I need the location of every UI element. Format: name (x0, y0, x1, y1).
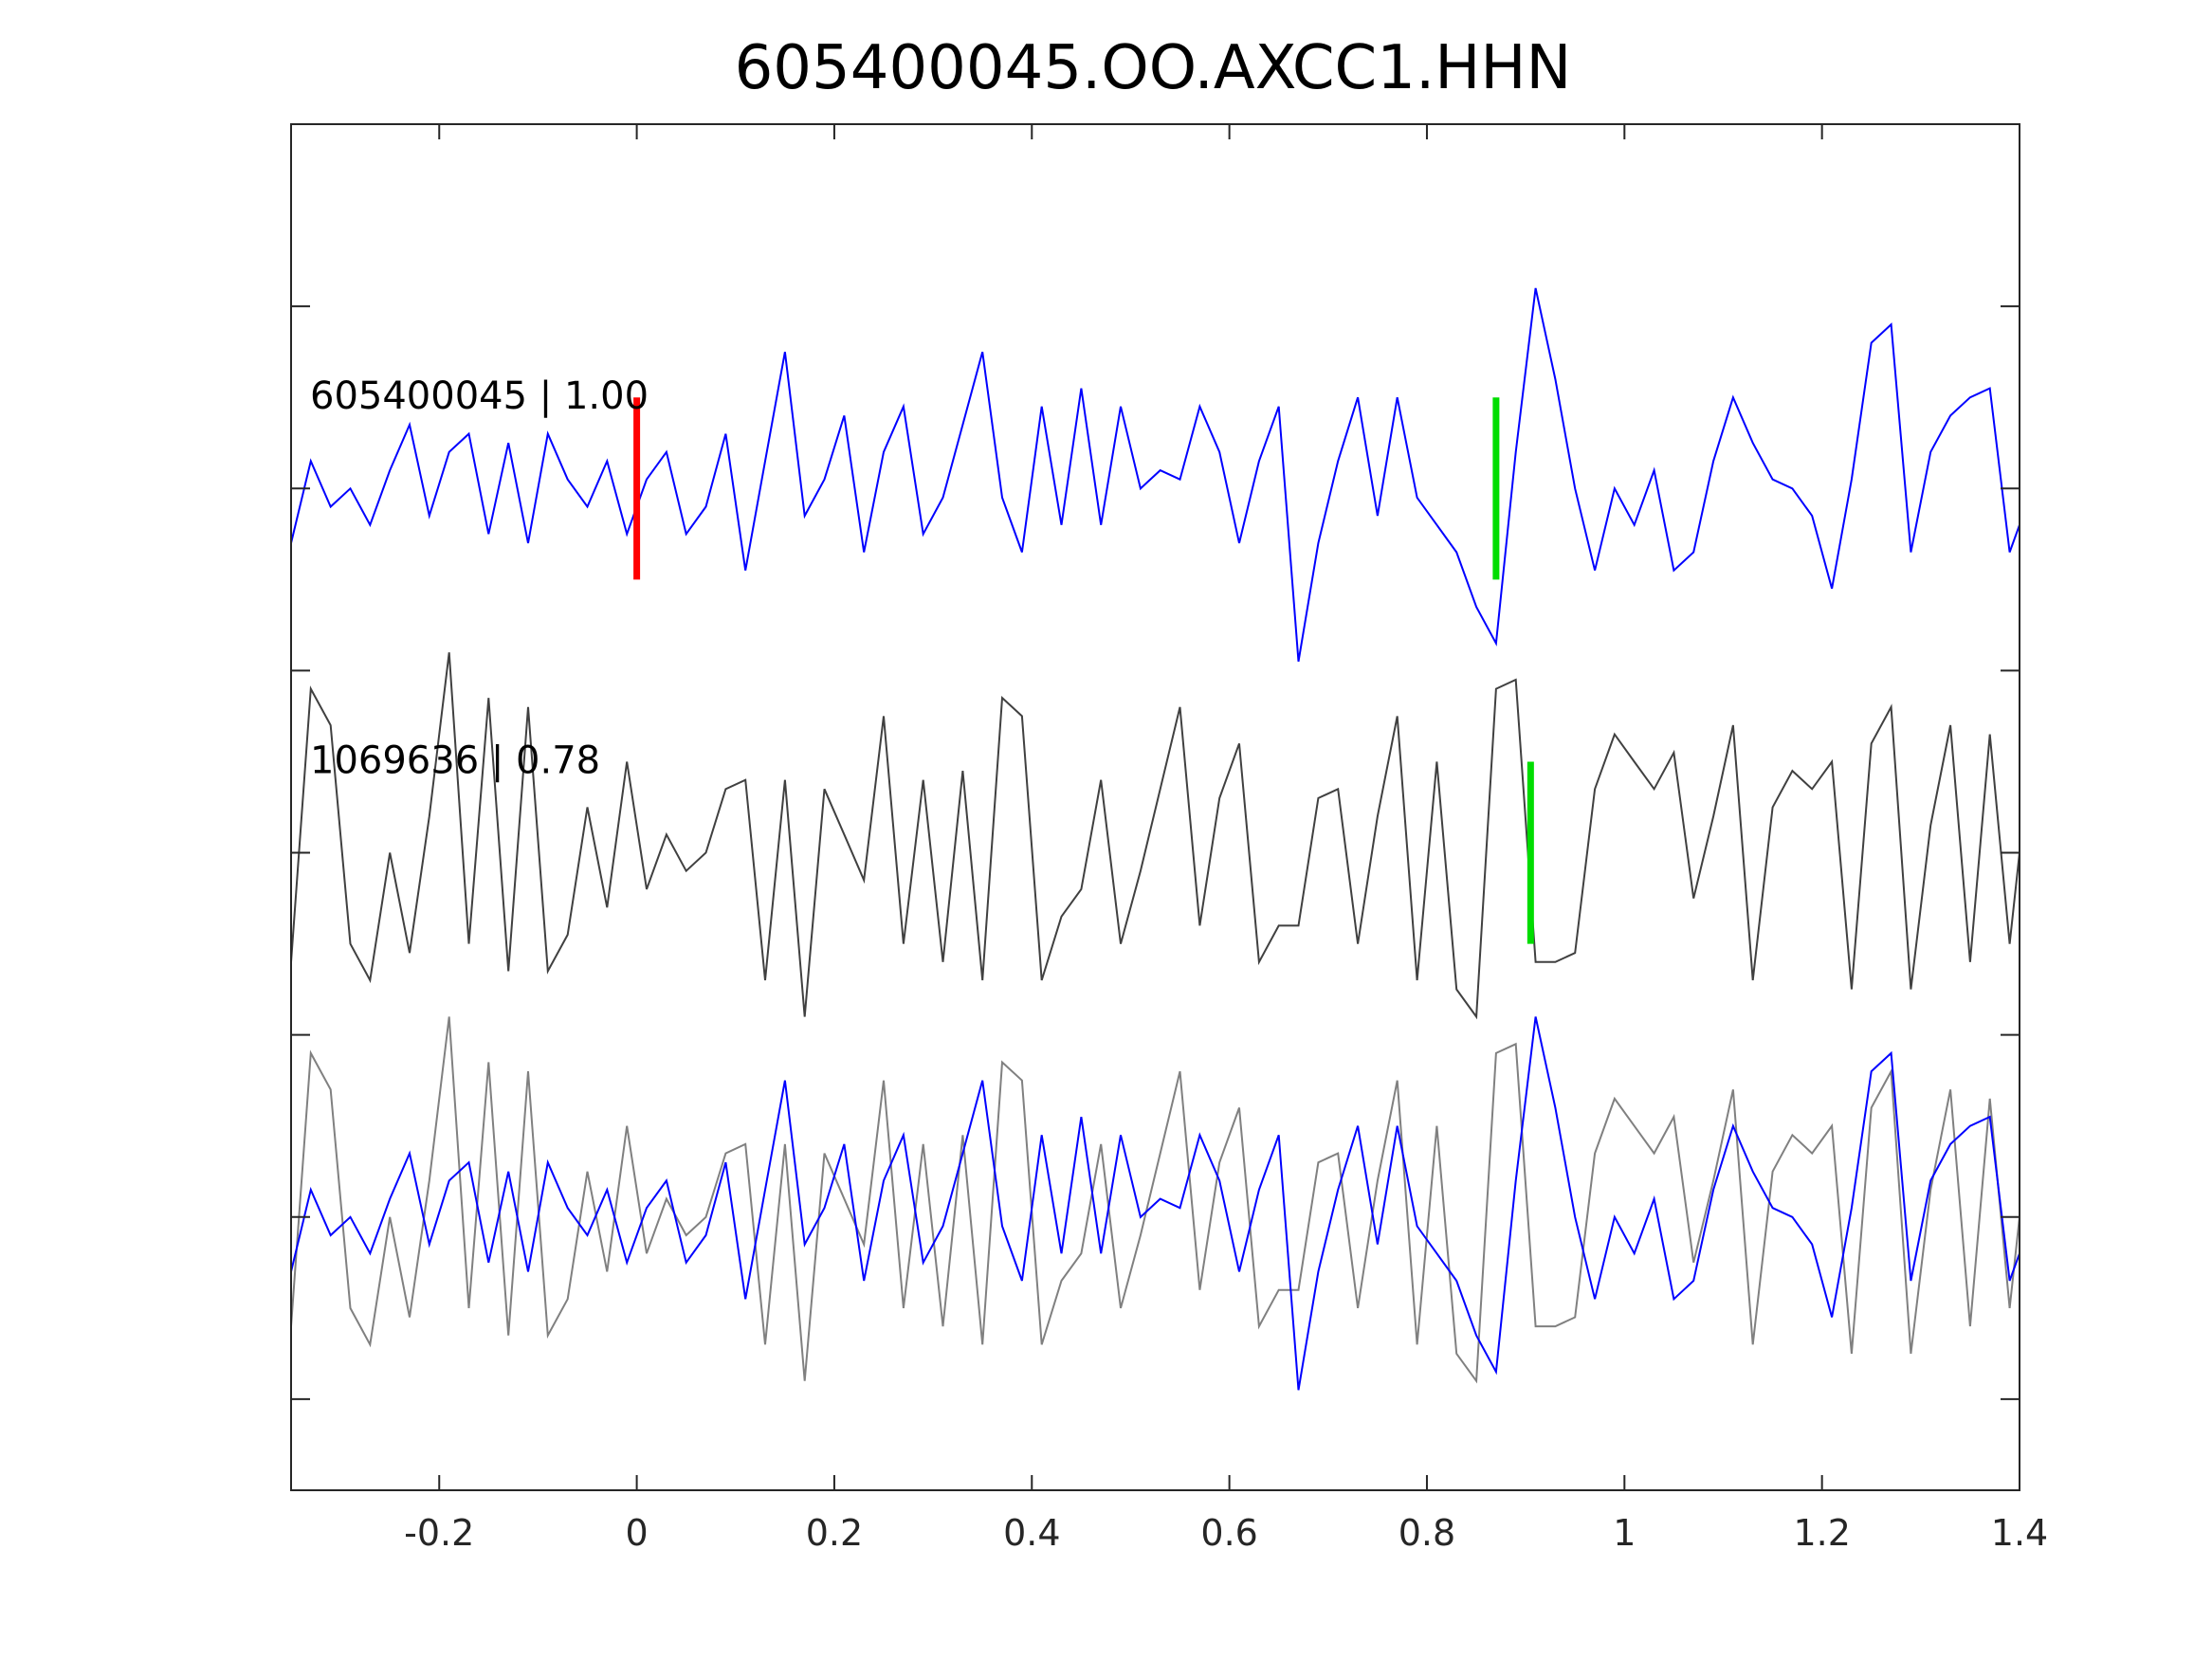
x-tick-label: 1.4 (1991, 1512, 2048, 1554)
trace-labels: 605400045 | 1.00 1069636 | 0.78 (310, 374, 649, 782)
x-tick-label: 0.8 (1398, 1512, 1455, 1554)
master-trace (290, 287, 2020, 662)
x-tick-label: 0 (626, 1512, 649, 1554)
neighbor-trace (290, 652, 2020, 1020)
overlay-neighbor-trace (290, 1016, 2020, 1384)
x-tick-label: 1 (1613, 1512, 1636, 1554)
x-tick-label: 0.4 (1003, 1512, 1060, 1554)
axis-ticks: -0.2 0 0.2 0.4 0.6 0.8 1 1.2 1.4 (291, 124, 2048, 1554)
x-tick-label: -0.2 (404, 1512, 474, 1554)
trace-label: 1069636 | 0.78 (310, 738, 600, 782)
trace-label: 605400045 | 1.00 (310, 374, 649, 418)
chart-title: 605400045.OO.AXCC1.HHN (735, 33, 1572, 103)
plot-area (290, 287, 2020, 1391)
axes-frame (290, 123, 2020, 1491)
x-tick-label: 0.6 (1200, 1512, 1257, 1554)
x-tick-label: 0.2 (806, 1512, 863, 1554)
x-tick-label: 1.2 (1793, 1512, 1850, 1554)
overlay-master-trace (290, 1016, 2020, 1391)
